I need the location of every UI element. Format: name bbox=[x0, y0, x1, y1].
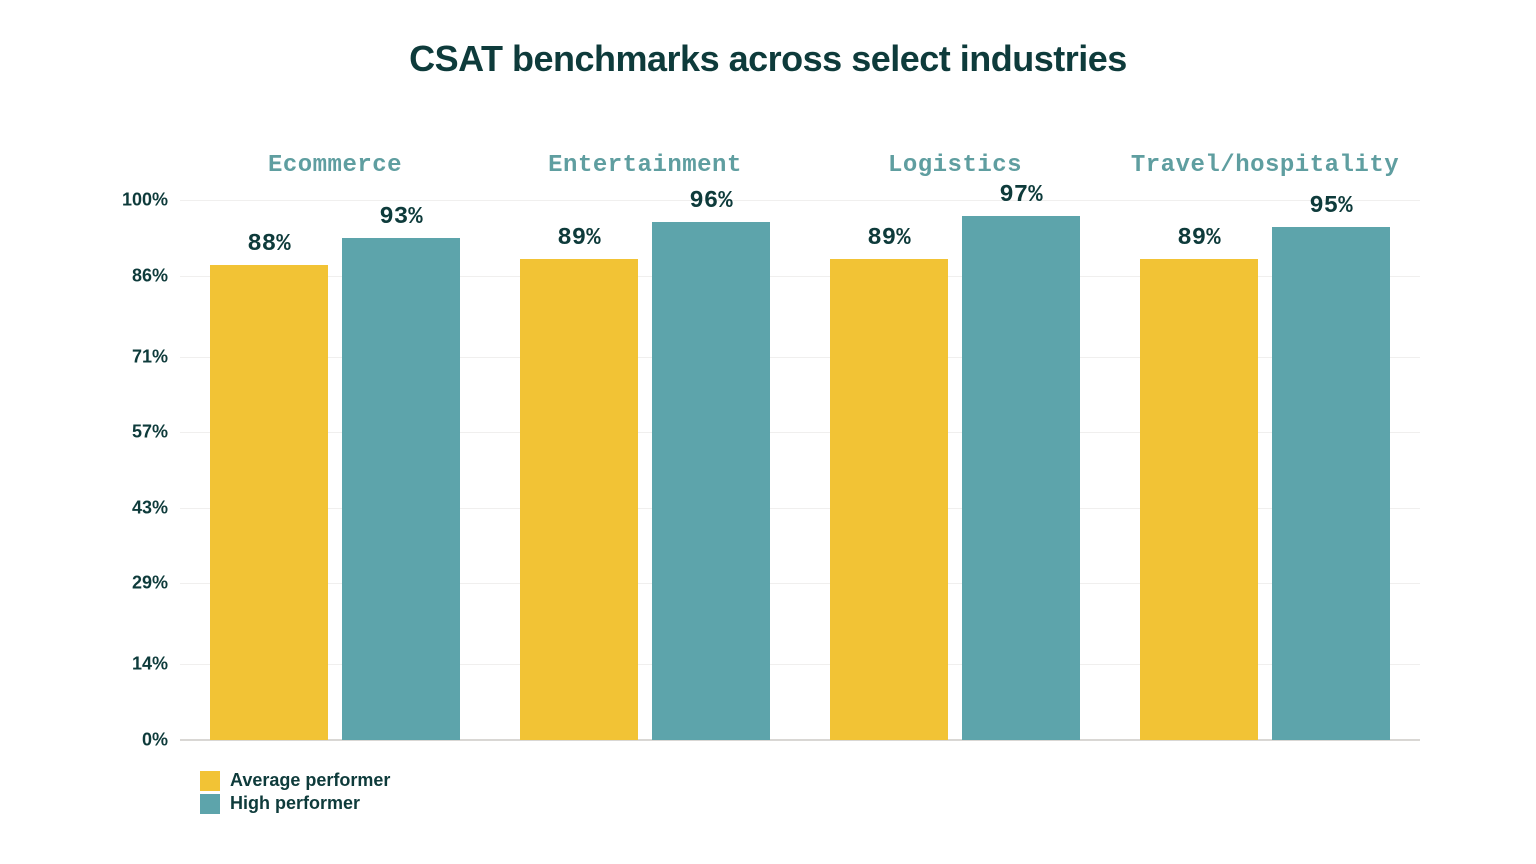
y-tick-label: 100% bbox=[122, 190, 168, 211]
legend-label: Average performer bbox=[230, 770, 390, 791]
bars: 89%96% bbox=[490, 200, 800, 740]
bar-value-label: 96% bbox=[689, 188, 732, 215]
legend-swatch bbox=[200, 794, 220, 814]
y-tick-label: 86% bbox=[132, 265, 168, 286]
chart-container: CSAT benchmarks across select industries… bbox=[0, 0, 1536, 864]
category-label: Travel/hospitality bbox=[1131, 152, 1399, 179]
category-label: Logistics bbox=[888, 152, 1022, 179]
bar-value-label: 95% bbox=[1309, 193, 1352, 220]
bar-value-label: 89% bbox=[557, 225, 600, 252]
bar: 96% bbox=[652, 222, 770, 740]
legend-item: Average performer bbox=[200, 770, 390, 791]
bars: 88%93% bbox=[180, 200, 490, 740]
bar: 93% bbox=[342, 238, 460, 740]
bar: 89% bbox=[520, 259, 638, 740]
bar-value-label: 89% bbox=[867, 225, 910, 252]
category-label: Ecommerce bbox=[268, 152, 402, 179]
legend-item: High performer bbox=[200, 793, 390, 814]
y-tick-label: 0% bbox=[142, 730, 168, 751]
bar: 89% bbox=[1140, 259, 1258, 740]
y-tick-label: 29% bbox=[132, 573, 168, 594]
bars: 89%97% bbox=[800, 200, 1110, 740]
bar-value-label: 93% bbox=[379, 204, 422, 231]
bar-value-label: 89% bbox=[1177, 225, 1220, 252]
legend: Average performerHigh performer bbox=[200, 770, 390, 816]
plot-area: 0%14%29%43%57%71%86%100%Ecommerce88%93%E… bbox=[180, 200, 1420, 740]
chart-title: CSAT benchmarks across select industries bbox=[0, 38, 1536, 80]
bar-value-label: 88% bbox=[247, 231, 290, 258]
legend-label: High performer bbox=[230, 793, 360, 814]
bar-group: Logistics89%97% bbox=[800, 200, 1110, 740]
y-tick-label: 71% bbox=[132, 346, 168, 367]
category-label: Entertainment bbox=[548, 152, 742, 179]
bar-group: Travel/hospitality89%95% bbox=[1110, 200, 1420, 740]
y-tick-label: 43% bbox=[132, 497, 168, 518]
bar: 97% bbox=[962, 216, 1080, 740]
bar-value-label: 97% bbox=[999, 182, 1042, 209]
bars: 89%95% bbox=[1110, 200, 1420, 740]
y-tick-label: 57% bbox=[132, 422, 168, 443]
bar-group: Entertainment89%96% bbox=[490, 200, 800, 740]
y-tick-label: 14% bbox=[132, 654, 168, 675]
bar: 89% bbox=[830, 259, 948, 740]
bar-group: Ecommerce88%93% bbox=[180, 200, 490, 740]
legend-swatch bbox=[200, 771, 220, 791]
bar-groups: Ecommerce88%93%Entertainment89%96%Logist… bbox=[180, 200, 1420, 740]
bar: 95% bbox=[1272, 227, 1390, 740]
bar: 88% bbox=[210, 265, 328, 740]
